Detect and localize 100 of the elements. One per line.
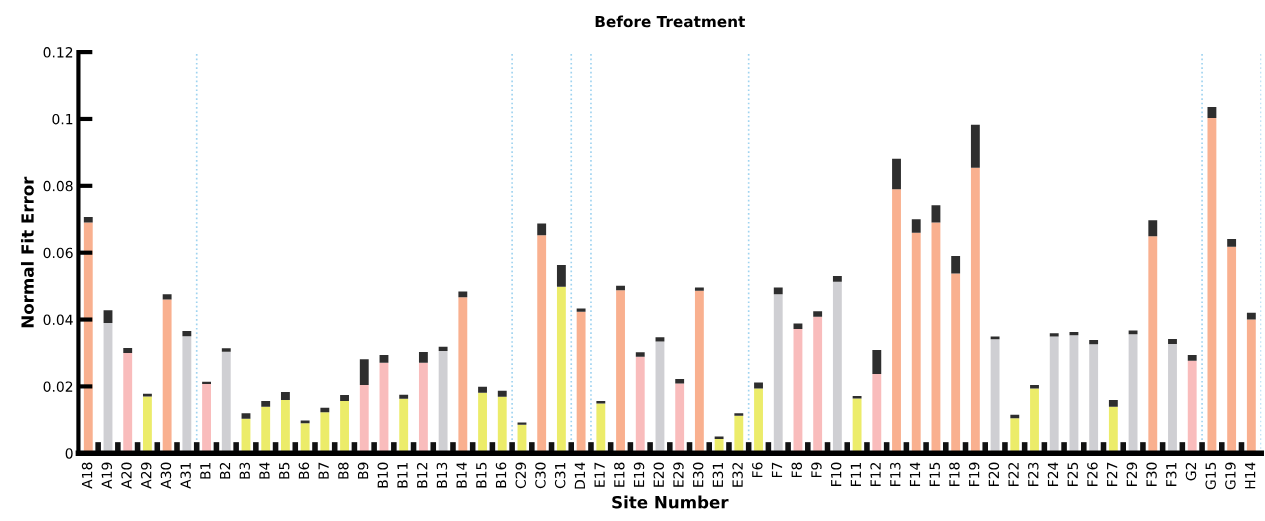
y-tick-label: 0.1 — [52, 113, 73, 125]
bar — [1030, 385, 1039, 389]
y-axis-title: Normal Fit Error — [20, 176, 34, 328]
x-tick-label: F25 — [1067, 462, 1078, 486]
bar — [734, 413, 744, 416]
x-tick-label: B9 — [357, 462, 369, 479]
bar — [221, 348, 231, 352]
bar — [478, 386, 487, 393]
x-tick-label: B7 — [318, 462, 329, 479]
x-tick-label: F14 — [909, 462, 921, 486]
bar — [1187, 354, 1197, 361]
bar — [832, 276, 842, 282]
x-tick-label: F29 — [1126, 462, 1138, 486]
x-tick-label: G19 — [1225, 462, 1236, 490]
x-tick-label: E30 — [692, 462, 704, 487]
x-tick-label: A30 — [160, 462, 172, 489]
bar — [340, 395, 349, 402]
y-tick-label: 0.04 — [43, 314, 73, 326]
x-tick-label: A31 — [180, 462, 191, 489]
bar — [872, 349, 882, 375]
x-tick-label: E19 — [633, 462, 645, 487]
bar — [1010, 414, 1020, 419]
bar — [1168, 338, 1177, 344]
bar — [1148, 220, 1158, 237]
x-tick-label: B16 — [495, 462, 507, 488]
bar — [694, 287, 704, 291]
bar — [951, 256, 961, 274]
x-tick-label: F6 — [752, 462, 763, 478]
x-tick-label: B8 — [338, 462, 349, 479]
x-tick-label: E20 — [653, 462, 664, 487]
bar — [655, 337, 665, 342]
x-tick-label: A20 — [121, 462, 132, 489]
bar — [261, 401, 271, 407]
bar — [399, 394, 409, 399]
bar — [359, 359, 369, 386]
x-tick-label: F12 — [870, 462, 881, 486]
x-tick-label: B15 — [476, 462, 487, 488]
bar — [458, 291, 468, 298]
x-tick-label: A29 — [140, 462, 152, 489]
bar — [1108, 400, 1118, 407]
x-tick-label: C31 — [554, 462, 566, 489]
x-tick-label: F30 — [1146, 462, 1157, 486]
x-tick-label: F26 — [1087, 462, 1098, 486]
bar — [241, 413, 251, 419]
bar — [123, 347, 133, 353]
x-tick-label: E29 — [673, 462, 684, 487]
x-tick-label: B14 — [456, 462, 467, 488]
x-tick-label: F13 — [890, 462, 901, 486]
bar — [1089, 339, 1099, 345]
x-tick-label: F8 — [791, 462, 802, 478]
bar — [911, 219, 921, 233]
bar — [1069, 331, 1079, 336]
bar — [576, 308, 586, 312]
x-tick-label: H14 — [1245, 462, 1256, 489]
bar — [892, 158, 901, 190]
bar — [379, 354, 389, 363]
bar — [182, 330, 192, 337]
bar — [418, 351, 428, 363]
x-tick-label: G2 — [1185, 462, 1197, 481]
x-tick-label: G15 — [1205, 462, 1216, 490]
bar — [1227, 238, 1237, 247]
bar — [103, 310, 113, 323]
y-tick-label: 0.12 — [43, 47, 73, 58]
x-axis-title: Site Number — [612, 495, 729, 509]
chart-title: Before Treatment — [595, 15, 746, 28]
x-tick-label: B3 — [239, 462, 251, 479]
x-tick-label: E18 — [614, 462, 625, 487]
x-tick-label: B11 — [397, 462, 408, 488]
x-tick-label: F7 — [771, 462, 783, 478]
x-tick-label: B1 — [200, 462, 211, 479]
x-tick-label: C29 — [515, 462, 526, 489]
bar — [635, 352, 645, 357]
x-tick-label: A19 — [101, 462, 113, 489]
bar — [813, 311, 823, 317]
x-tick-label: F19 — [968, 462, 980, 486]
y-tick-label: 0.08 — [43, 180, 73, 192]
bar — [556, 265, 566, 287]
bar — [83, 216, 93, 223]
x-tick-label: F11 — [850, 462, 861, 486]
bar — [537, 223, 547, 236]
y-tick-label: 0.06 — [43, 247, 73, 259]
x-tick-label: F27 — [1106, 462, 1118, 486]
x-tick-label: E17 — [594, 462, 605, 487]
bar — [1207, 106, 1217, 118]
y-tick-label: 0.02 — [43, 381, 73, 392]
bar — [931, 205, 941, 223]
bar — [162, 294, 172, 300]
x-tick-label: F10 — [830, 462, 842, 486]
y-tick-label: 0 — [65, 448, 73, 459]
bar — [320, 407, 330, 413]
bar — [1246, 312, 1256, 320]
x-tick-label: F15 — [929, 462, 940, 486]
x-tick-label: F24 — [1047, 462, 1059, 486]
bar — [280, 392, 290, 401]
x-tick-label: C30 — [535, 462, 546, 489]
bar — [970, 124, 980, 168]
x-tick-label: F22 — [1008, 462, 1019, 486]
x-tick-label: E31 — [712, 462, 724, 487]
x-tick-label: B6 — [298, 462, 310, 479]
x-tick-label: B5 — [279, 462, 290, 479]
